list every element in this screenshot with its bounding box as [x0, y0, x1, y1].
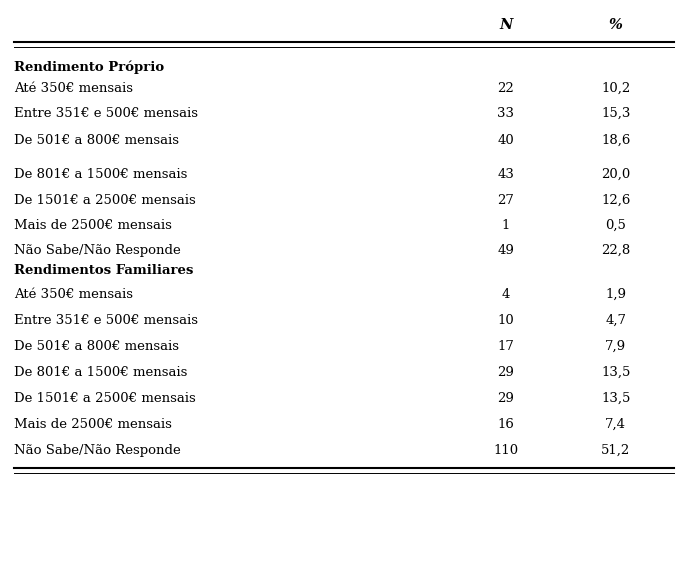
Text: 7,4: 7,4: [605, 418, 626, 431]
Text: 40: 40: [497, 134, 514, 147]
Text: 43: 43: [497, 168, 514, 181]
Text: 4: 4: [502, 288, 510, 301]
Text: 27: 27: [497, 194, 514, 207]
Text: 110: 110: [493, 444, 518, 457]
Text: Não Sabe/Não Responde: Não Sabe/Não Responde: [14, 444, 180, 457]
Text: 18,6: 18,6: [601, 134, 630, 147]
Text: 1,9: 1,9: [605, 288, 626, 301]
Text: De 501€ a 800€ mensais: De 501€ a 800€ mensais: [14, 134, 179, 147]
Text: 51,2: 51,2: [601, 444, 630, 457]
Text: 16: 16: [497, 418, 514, 431]
Text: 22,8: 22,8: [601, 244, 630, 257]
Text: De 501€ a 800€ mensais: De 501€ a 800€ mensais: [14, 340, 179, 353]
Text: 22: 22: [497, 82, 514, 95]
Text: %: %: [609, 18, 623, 32]
Text: 20,0: 20,0: [601, 168, 630, 181]
Text: 10: 10: [497, 314, 514, 327]
Text: Mais de 2500€ mensais: Mais de 2500€ mensais: [14, 418, 171, 431]
Text: 29: 29: [497, 366, 514, 379]
Text: 10,2: 10,2: [601, 82, 630, 95]
Text: De 801€ a 1500€ mensais: De 801€ a 1500€ mensais: [14, 168, 187, 181]
Text: 33: 33: [497, 107, 514, 120]
Text: Rendimentos Familiares: Rendimentos Familiares: [14, 264, 193, 277]
Text: 12,6: 12,6: [601, 194, 630, 207]
Text: De 1501€ a 2500€ mensais: De 1501€ a 2500€ mensais: [14, 392, 195, 405]
Text: 17: 17: [497, 340, 514, 353]
Text: 4,7: 4,7: [605, 314, 626, 327]
Text: De 801€ a 1500€ mensais: De 801€ a 1500€ mensais: [14, 366, 187, 379]
Text: Até 350€ mensais: Até 350€ mensais: [14, 82, 133, 95]
Text: 49: 49: [497, 244, 514, 257]
Text: De 1501€ a 2500€ mensais: De 1501€ a 2500€ mensais: [14, 194, 195, 207]
Text: Rendimento Próprio: Rendimento Próprio: [14, 60, 164, 73]
Text: 15,3: 15,3: [601, 107, 630, 120]
Text: Não Sabe/Não Responde: Não Sabe/Não Responde: [14, 244, 180, 257]
Text: 7,9: 7,9: [605, 340, 626, 353]
Text: 1: 1: [502, 219, 510, 232]
Text: N: N: [499, 18, 513, 32]
Text: 0,5: 0,5: [605, 219, 626, 232]
Text: Até 350€ mensais: Até 350€ mensais: [14, 288, 133, 301]
Text: Entre 351€ e 500€ mensais: Entre 351€ e 500€ mensais: [14, 314, 197, 327]
Text: 29: 29: [497, 392, 514, 405]
Text: Entre 351€ e 500€ mensais: Entre 351€ e 500€ mensais: [14, 107, 197, 120]
Text: Mais de 2500€ mensais: Mais de 2500€ mensais: [14, 219, 171, 232]
Text: 13,5: 13,5: [601, 366, 630, 379]
Text: 13,5: 13,5: [601, 392, 630, 405]
